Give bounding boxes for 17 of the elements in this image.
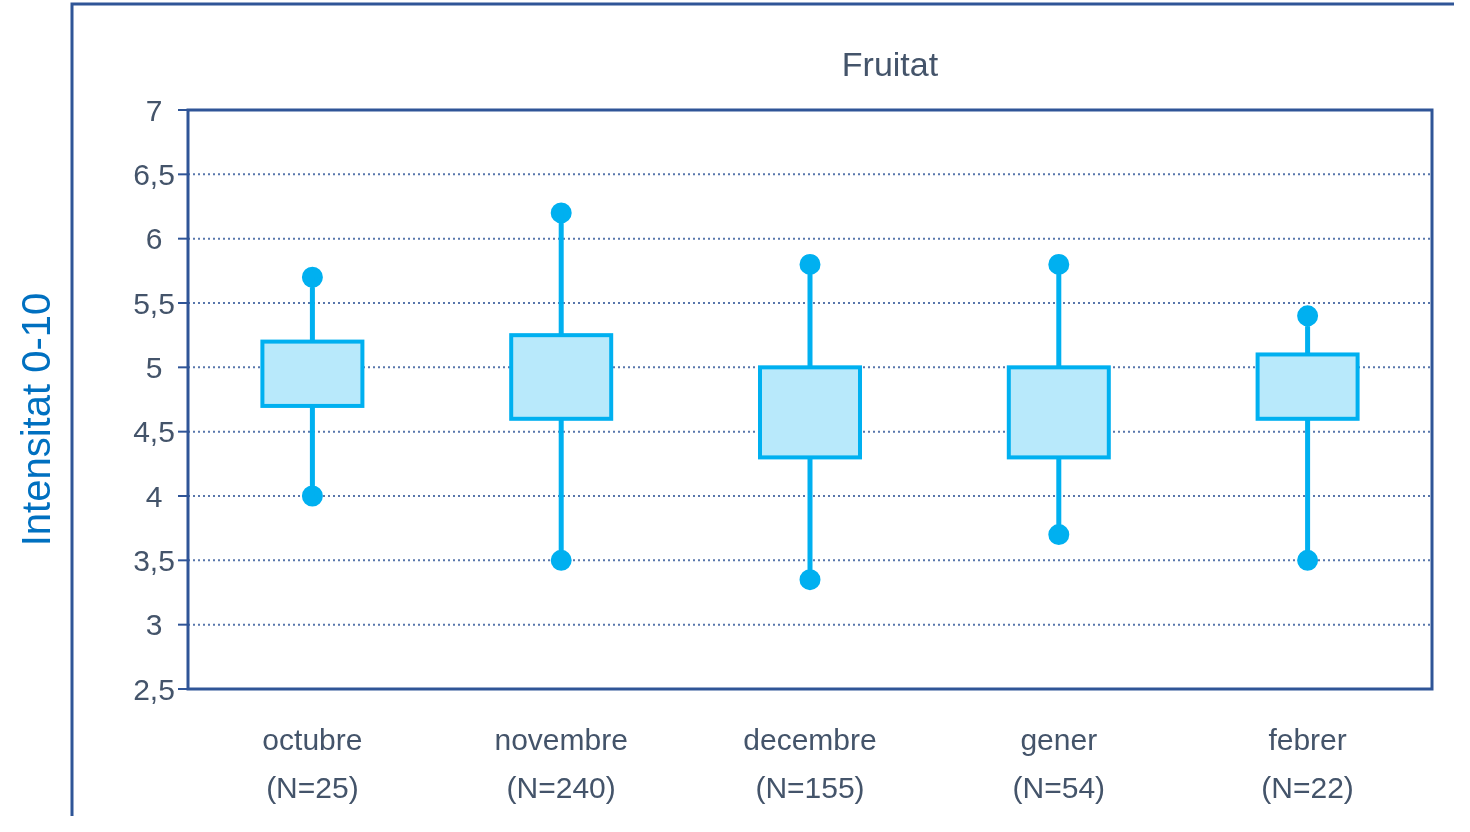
x-tick-label: febrer (N=22)	[1261, 723, 1354, 804]
y-tick-label: 2,5	[133, 672, 175, 706]
chart-title: Fruitat	[841, 45, 939, 83]
x-tick-label: novembre (N=240)	[494, 723, 628, 804]
y-tick-label: 5,5	[133, 286, 175, 320]
x-tick-label: octubre (N=25)	[262, 723, 363, 804]
y-tick-label: 5	[145, 350, 163, 384]
y-tick-label: 6,5	[133, 157, 175, 191]
y-tick-label: 6	[145, 222, 163, 256]
y-tick-label: 3,5	[133, 543, 175, 577]
y-axis-title: Intensitat 0-10	[14, 292, 58, 547]
x-tick-label: gener (N=54)	[1012, 723, 1106, 804]
x-tick-label: decembre (N=155)	[743, 723, 877, 804]
y-tick-label: 7	[145, 93, 163, 127]
y-tick-label: 4,5	[133, 415, 175, 449]
y-tick-label: 4	[145, 479, 163, 513]
y-tick-label: 3	[145, 608, 163, 642]
